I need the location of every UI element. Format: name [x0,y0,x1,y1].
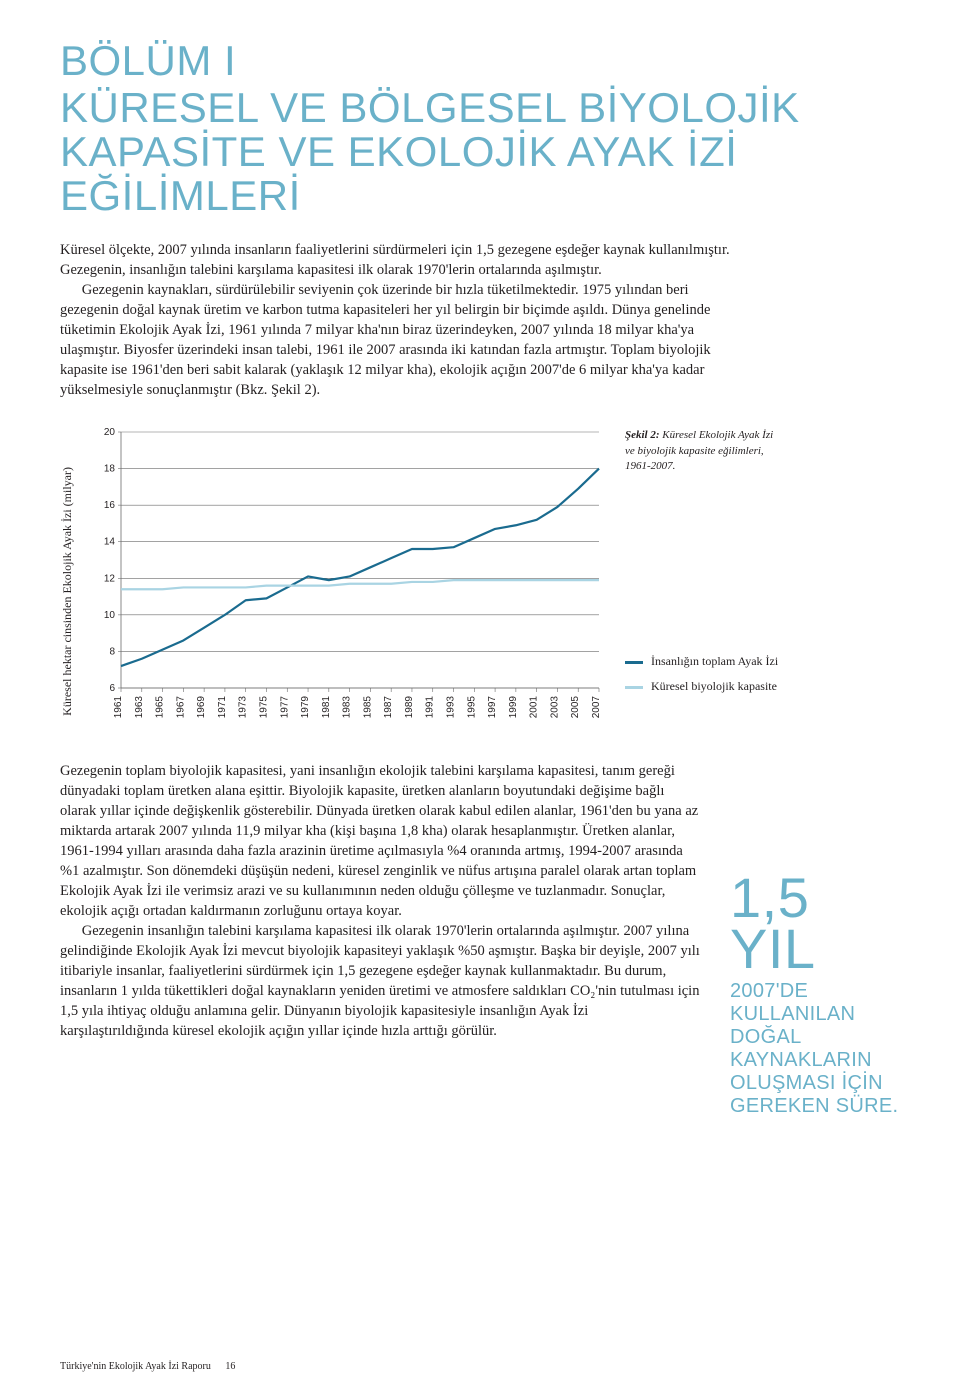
svg-text:1961: 1961 [113,696,124,719]
stat-subtext: 2007'DE KULLANILAN DOĞAL KAYNAKLARIN OLU… [730,980,900,1118]
svg-text:1963: 1963 [134,696,145,719]
svg-text:14: 14 [104,537,116,548]
section-title: KÜRESEL VE BÖLGESEL BİYOLOJİK KAPASİTE V… [60,86,900,218]
svg-text:8: 8 [109,647,115,658]
svg-text:2007: 2007 [591,696,602,719]
chart-caption-bold: Şekil 2: [625,429,660,441]
svg-text:1979: 1979 [300,696,311,719]
legend-label: İnsanlığın toplam Ayak İzi [651,654,778,669]
svg-text:12: 12 [104,574,116,585]
footer-page-number: 16 [225,1361,235,1372]
section-label: BÖLÜM I [60,40,900,82]
stat-value: 1,5 YIL [730,873,900,974]
svg-text:1999: 1999 [508,696,519,719]
chart-legend: İnsanlığın toplam Ayak İzi Küresel biyolo… [625,654,778,704]
legend-item: Küresel biyolojik kapasite [625,679,778,694]
svg-text:2001: 2001 [529,696,540,719]
svg-text:6: 6 [109,683,115,694]
svg-text:1971: 1971 [217,696,228,719]
chart-svg: 6 8 10 12 14 16 18 20 1961 1963 1965 1967 1969 1971 19… [87,424,607,724]
paragraph-3a: Gezegenin toplam biyolojik kapasitesi, y… [60,761,700,921]
svg-text:20: 20 [104,427,116,438]
chart-plot-area: 6 8 10 12 14 16 18 20 1961 1963 1965 1967 1969 1971 19… [87,424,607,729]
svg-text:2005: 2005 [570,696,581,719]
svg-text:1967: 1967 [175,696,186,719]
svg-text:1991: 1991 [425,696,436,719]
lower-text-block: Gezegenin toplam biyolojik kapasitesi, y… [60,761,700,1041]
paragraph-3b: Gezegenin insanlığın talebini karşılama … [60,921,700,1041]
svg-text:1977: 1977 [279,696,290,719]
svg-text:10: 10 [104,610,116,621]
footer-text: Türkiye'nin Ekolojik Ayak İzi Raporu [60,1361,211,1372]
legend-swatch [625,661,643,664]
figure-2: Küresel hektar cinsinden Ekolojik Ayak İ… [60,424,900,729]
svg-text:18: 18 [104,464,116,475]
paragraph-2: Gezegenin kaynakları, sürdürülebilir sev… [60,280,740,400]
svg-text:1993: 1993 [446,696,457,719]
lower-content: Gezegenin toplam biyolojik kapasitesi, y… [60,761,900,1118]
svg-text:1989: 1989 [404,696,415,719]
chart-y-axis-label: Küresel hektar cinsinden Ekolojik Ayak İ… [60,437,75,716]
legend-label: Küresel biyolojik kapasite [651,679,777,694]
svg-text:1975: 1975 [258,696,269,719]
stat-callout: 1,5 YIL 2007'DE KULLANILAN DOĞAL KAYNAKL… [730,761,900,1118]
svg-text:1969: 1969 [196,696,207,719]
legend-swatch [625,686,643,689]
svg-text:1981: 1981 [321,696,332,719]
svg-text:16: 16 [104,500,116,511]
svg-text:1985: 1985 [362,696,373,719]
chart-side-column: Şekil 2: Küresel Ekolojik Ayak İzi ve bi… [625,424,778,704]
svg-text:1973: 1973 [238,696,249,719]
svg-text:2003: 2003 [549,696,560,719]
intro-text-block: Küresel ölçekte, 2007 yılında insanların… [60,240,740,400]
svg-text:1995: 1995 [466,696,477,719]
chart-caption: Şekil 2: Küresel Ekolojik Ayak İzi ve bi… [625,428,775,474]
svg-text:1983: 1983 [342,696,353,719]
svg-text:1997: 1997 [487,696,498,719]
svg-text:1965: 1965 [155,696,166,719]
paragraph-1: Küresel ölçekte, 2007 yılında insanların… [60,240,740,280]
svg-text:1987: 1987 [383,696,394,719]
page-footer: Türkiye'nin Ekolojik Ayak İzi Raporu 16 [60,1361,235,1372]
legend-item: İnsanlığın toplam Ayak İzi [625,654,778,669]
